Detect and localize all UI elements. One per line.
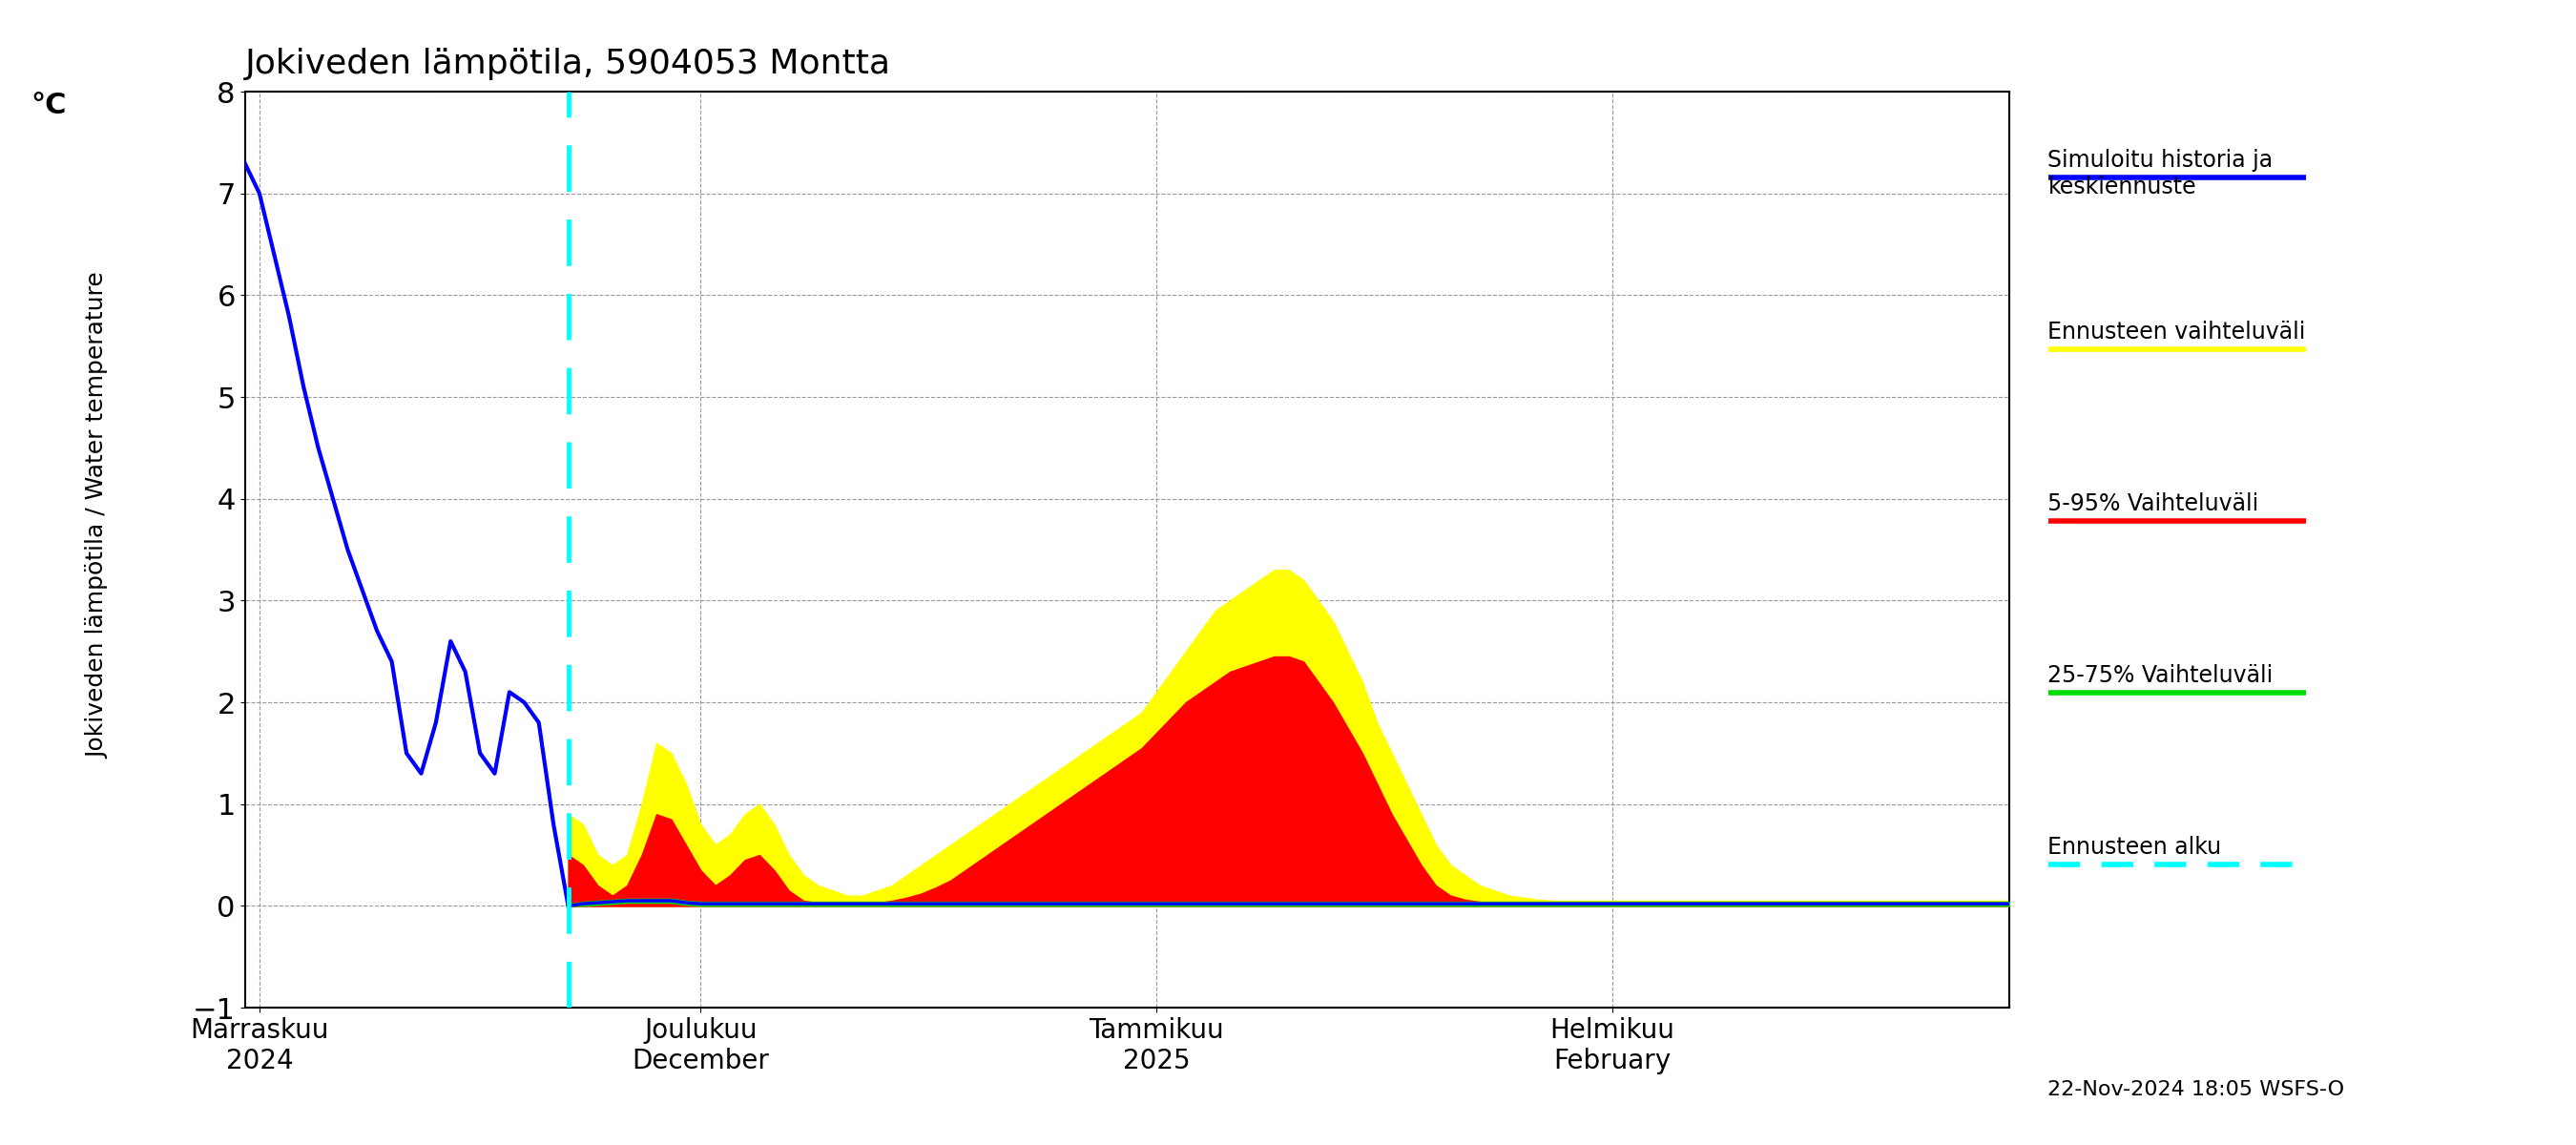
Text: 5-95% Vaihteluväli: 5-95% Vaihteluväli <box>2048 492 2259 515</box>
Text: Jokiveden lämpötila, 5904053 Montta: Jokiveden lämpötila, 5904053 Montta <box>245 47 891 80</box>
Text: Simuloitu historia ja
keskiennuste: Simuloitu historia ja keskiennuste <box>2048 149 2272 198</box>
Text: Ennusteen vaihteluväli: Ennusteen vaihteluväli <box>2048 321 2306 344</box>
Text: 25-75% Vaihteluväli: 25-75% Vaihteluväli <box>2048 664 2272 687</box>
Text: Jokiveden lämpötila / Water temperature: Jokiveden lämpötila / Water temperature <box>88 273 108 758</box>
Text: °C: °C <box>31 92 67 119</box>
Text: Ennusteen alku: Ennusteen alku <box>2048 836 2221 859</box>
Text: 22-Nov-2024 18:05 WSFS-O: 22-Nov-2024 18:05 WSFS-O <box>2048 1080 2344 1099</box>
